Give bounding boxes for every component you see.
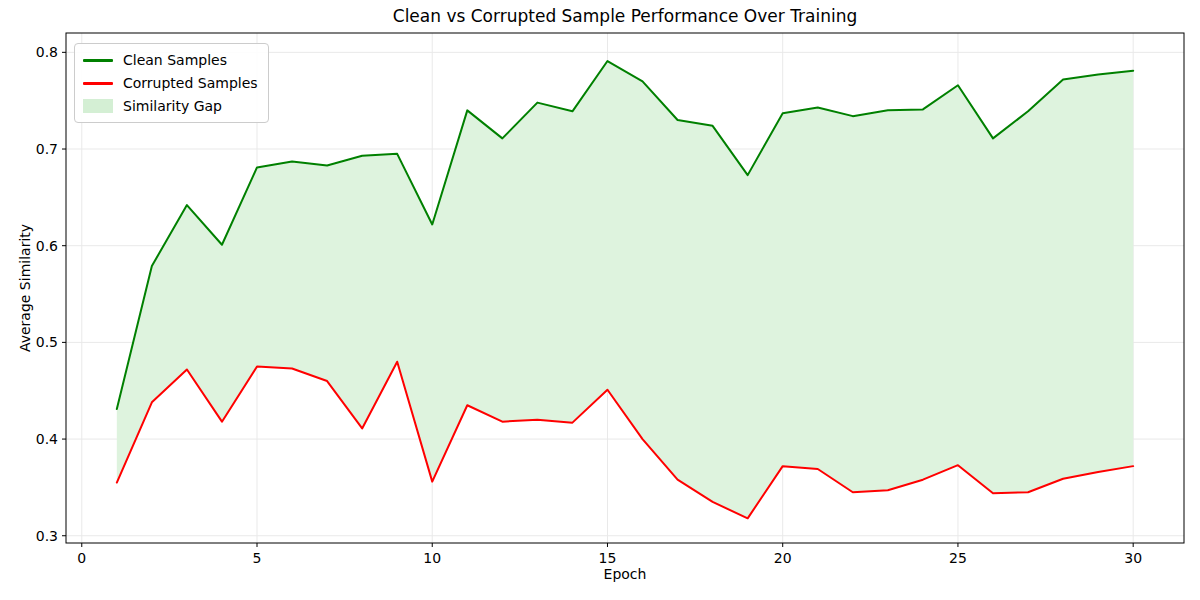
x-tick-label: 15 [599, 550, 617, 566]
chart-figure: 0 5 10 15 20 25 30 0.3 0.4 0.5 0.6 0.7 0.8 Clean vs … [0, 0, 1200, 600]
legend-label: Clean Samples [123, 50, 227, 70]
y-tick-label: 0.5 [36, 334, 58, 350]
y-axis-label: Average Similarity [17, 224, 33, 352]
y-tick-label: 0.3 [36, 528, 58, 544]
x-tick-label: 30 [1124, 550, 1142, 566]
clean-line-swatch-icon [83, 59, 113, 62]
x-tick-label: 5 [253, 550, 262, 566]
legend-item-similarity-gap: Similarity Gap [83, 96, 258, 116]
y-tick-label: 0.6 [36, 238, 58, 254]
x-tick-label: 10 [423, 550, 441, 566]
y-tick-label: 0.7 [36, 141, 58, 157]
x-tick-label: 25 [949, 550, 967, 566]
gap-patch-swatch-icon [83, 99, 113, 113]
legend-label: Corrupted Samples [123, 73, 258, 93]
x-tick-label: 0 [77, 550, 86, 566]
legend-item-corrupted-samples: Corrupted Samples [83, 73, 258, 93]
similarity-gap-area [117, 61, 1133, 518]
corrupted-line-swatch-icon [83, 82, 113, 85]
legend: Clean Samples Corrupted Samples Similari… [74, 43, 269, 123]
y-tick-label: 0.4 [36, 431, 58, 447]
chart-title: Clean vs Corrupted Sample Performance Ov… [66, 6, 1184, 26]
legend-item-clean-samples: Clean Samples [83, 50, 258, 70]
x-tick-label: 20 [774, 550, 792, 566]
y-tick-label: 0.8 [36, 44, 58, 60]
x-axis-label: Epoch [66, 566, 1184, 582]
legend-label: Similarity Gap [123, 96, 222, 116]
